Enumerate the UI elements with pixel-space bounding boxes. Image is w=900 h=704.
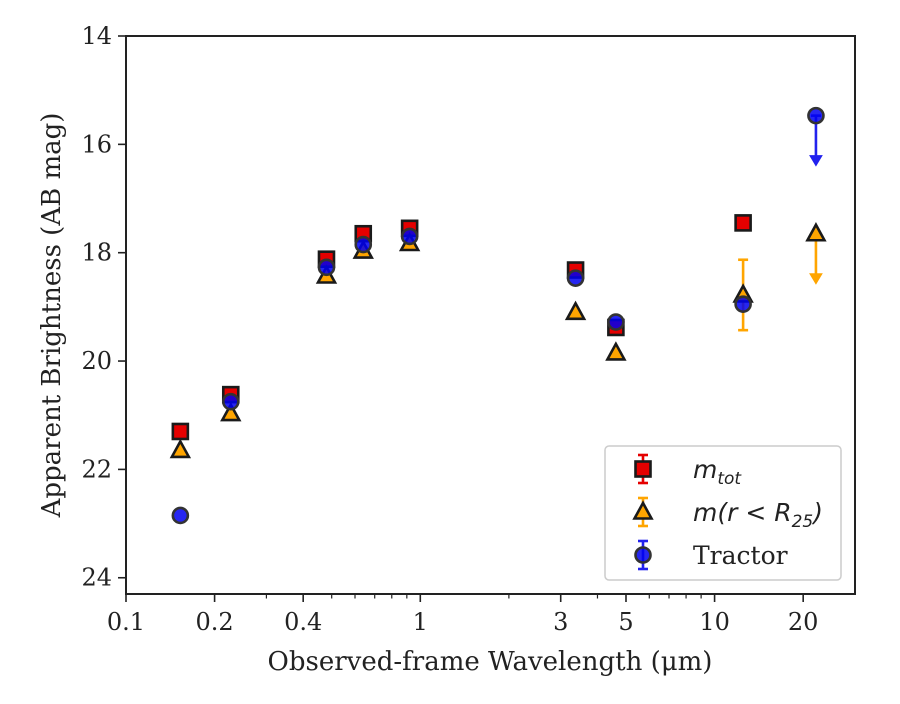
data-point: [607, 313, 625, 331]
x-tick-label: 3: [553, 608, 568, 636]
legend-frame: [604, 445, 842, 581]
data-point: [400, 227, 419, 246]
upper-limit-arrowhead: [809, 273, 823, 285]
x-tick-label: 0.2: [196, 608, 234, 636]
data-point: [805, 222, 827, 242]
x-tick-label: 0.4: [284, 608, 322, 636]
data-point: [220, 401, 242, 422]
x-tick-label: 1: [413, 608, 428, 636]
y-axis-label: Apparent Brightness (AB mag): [37, 113, 67, 519]
legend-marker: [634, 546, 652, 564]
legend-items: mtot m(r < R25) Tractor: [632, 453, 823, 571]
data-point: [734, 214, 752, 232]
x-tick-label: 10: [699, 608, 730, 636]
y-tick-label: 14: [81, 22, 112, 50]
legend-marker: [632, 500, 654, 520]
legend-label: mtot: [693, 455, 742, 489]
data-point: [734, 295, 752, 313]
data-point: [807, 106, 825, 125]
legend-marker: [634, 460, 652, 478]
legend-label: m(r < R25): [693, 498, 823, 532]
plot-frame: [125, 35, 856, 595]
y-tick-label: 16: [81, 130, 112, 158]
y-tick-label: 24: [81, 564, 112, 592]
data-point: [354, 235, 373, 254]
series-1: [169, 222, 827, 459]
legend-label: Tractor: [693, 541, 788, 570]
upper-limit-arrowhead: [809, 155, 823, 167]
data-point: [317, 258, 336, 277]
data-point: [171, 506, 190, 525]
data-point: [171, 422, 190, 441]
x-tick-label: 0.1: [107, 608, 145, 636]
data-point: [169, 438, 192, 459]
y-tick-label: 20: [81, 347, 112, 375]
x-axis-label: Observed-frame Wavelength (μm): [268, 647, 713, 677]
x-tick-label: 20: [788, 608, 819, 636]
data-point: [564, 300, 587, 321]
x-tick-label: 5: [618, 608, 633, 636]
y-tick-label: 18: [81, 239, 112, 267]
marks-layer: [169, 106, 827, 525]
y-tick-label: 22: [81, 455, 112, 483]
series-0: [171, 214, 752, 441]
ticks-layer: 0.1 0.2 0.4 1 3 5 10 20 14 16 18 20 22 24: [81, 22, 818, 636]
data-point: [221, 392, 240, 411]
legend: mtot m(r < R25) Tractor: [604, 445, 842, 581]
data-point: [605, 341, 627, 361]
series-2: [171, 106, 825, 525]
data-point: [566, 269, 585, 287]
